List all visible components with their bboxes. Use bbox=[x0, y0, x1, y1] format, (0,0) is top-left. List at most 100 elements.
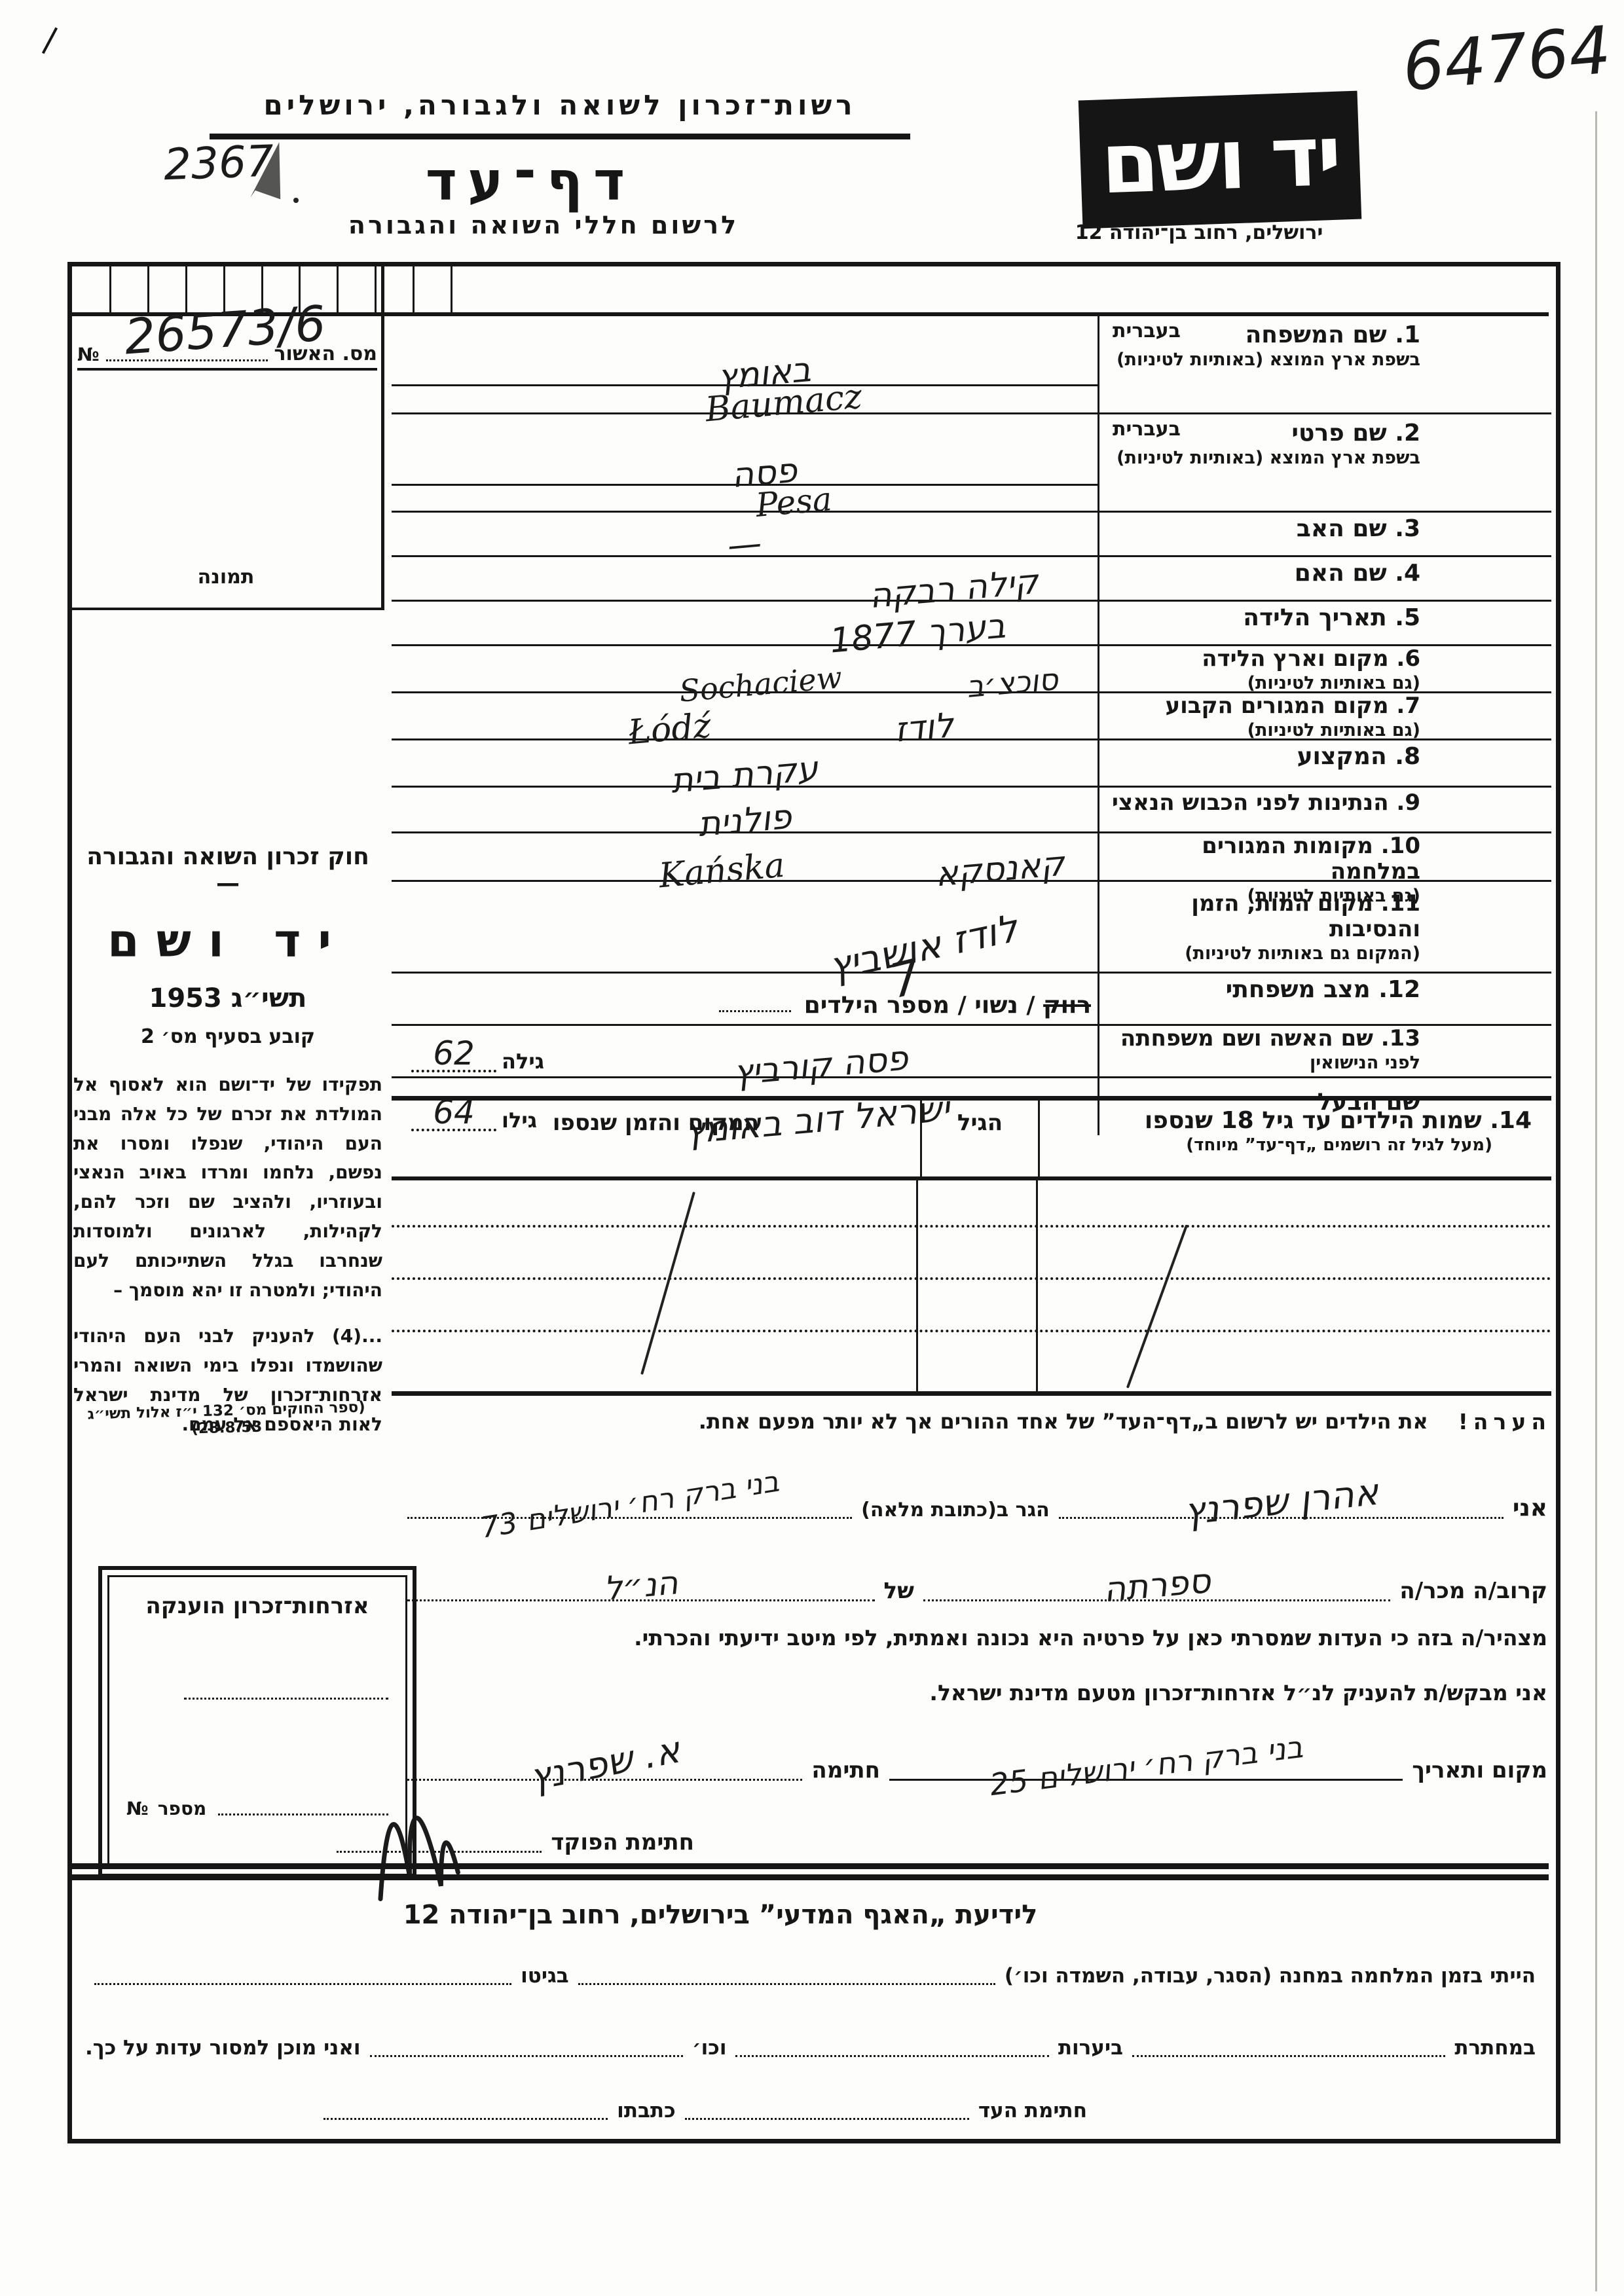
index-cell bbox=[261, 266, 299, 312]
note-label: הערה! bbox=[1458, 1408, 1551, 1434]
field-sub-label: (גם באותיות לטיניות) bbox=[1247, 886, 1420, 907]
table-row-line bbox=[392, 1277, 1551, 1280]
handwritten-age: 62 bbox=[411, 1037, 496, 1072]
citizenship-line bbox=[184, 1698, 388, 1700]
field-label: שם האשה ושם משפחתה bbox=[1120, 1025, 1373, 1051]
forests-label: ביערות bbox=[1058, 2036, 1123, 2060]
index-cell bbox=[73, 266, 109, 312]
field-row-family-name: בעברית 1. שם המשפחה בשפת ארץ המוצא (באות… bbox=[392, 316, 1551, 429]
field-row-citizenship: 9. הנתינות לפני הכבוש הנאצי פולנית bbox=[392, 788, 1551, 845]
field-sub-label: (גם באותיות לטיניות) bbox=[1247, 720, 1420, 741]
cancel-slash bbox=[640, 1192, 695, 1375]
etc-label: וכו׳ bbox=[692, 2036, 727, 2060]
i-label: אני bbox=[1512, 1495, 1547, 1522]
write-line bbox=[578, 1983, 995, 1985]
of-label: של bbox=[883, 1578, 914, 1604]
logo-text: יד ושם bbox=[1099, 107, 1341, 213]
index-cell bbox=[109, 266, 147, 312]
citizenship-number-label: מספר bbox=[157, 1798, 207, 1819]
field-label: מקומות המגורים במלחמה bbox=[1202, 833, 1420, 885]
field-label: מקום המגורים הקבוע bbox=[1165, 693, 1389, 719]
field-sub-label: (גם באותיות לטיניות) bbox=[1247, 673, 1420, 694]
citizenship-granted-box: אזרחות־זכרון הוענקה № מספר bbox=[98, 1566, 416, 1878]
law-year: תשי״ג 1953 bbox=[149, 983, 307, 1013]
field-label: המקצוע bbox=[1297, 743, 1387, 770]
citizenship-request: אני מבקש/ת להעניק לנ״ל אזרחות־זכרון מטעם… bbox=[929, 1680, 1547, 1705]
field-row-residence: 7. מקום המגורים הקבוע (גם באותיות לטיניו… bbox=[392, 693, 1551, 752]
of-handwritten: הנ״ל bbox=[602, 1563, 680, 1608]
write-line bbox=[94, 1983, 512, 1985]
write-line bbox=[735, 2055, 1049, 2057]
field-label: הנתינות לפני הכבוש הנאצי bbox=[1111, 790, 1389, 816]
field-label: שם האב bbox=[1296, 515, 1387, 542]
place-date-label: מקום ותאריך bbox=[1412, 1757, 1547, 1783]
field-row-wife-name: 13. שם האשה ושם משפחתה לפני הנישואין פסה… bbox=[392, 1025, 1551, 1093]
index-cell bbox=[185, 266, 223, 312]
field-top-label: בעברית bbox=[1113, 418, 1181, 441]
form-title: דף־עד bbox=[425, 151, 636, 213]
place-date-signature-line: מקום ותאריך בני ברק רח׳ ירושלים 25 חתימה… bbox=[398, 1721, 1547, 1802]
children-names-note: (מעל לגיל זה רושמים „דף־עד” מיוחד) bbox=[1186, 1135, 1492, 1155]
ghetto-label: בגיטו bbox=[521, 1964, 569, 1988]
field-label: שם המשפחה bbox=[1245, 321, 1387, 348]
struck-option: רווק bbox=[1043, 992, 1091, 1019]
declaration-statement: מצהיר/ה בזה כי העדות שמסרתי כאן על פרטיה… bbox=[634, 1625, 1547, 1650]
table-rule bbox=[916, 1180, 918, 1392]
field-row-birth-date: 5. תאריך הלידה בערך 1877 bbox=[392, 602, 1551, 661]
handwritten-age: 64 bbox=[411, 1096, 496, 1131]
field-row-first-name: בעברית 2. שם פרטי בשפת ארץ המוצא (באותיו… bbox=[392, 414, 1551, 524]
residing-label: הגר ב(כתובת מלאה) bbox=[861, 1499, 1050, 1522]
relation-handwritten: ספרתה bbox=[1101, 1561, 1212, 1611]
write-line bbox=[718, 1010, 791, 1012]
field-row-marital-status: 12. מצב משפחתי רווק / נשוי / מספר הילדים… bbox=[392, 949, 1551, 1026]
field-sub-label: בשפת ארץ המוצא (באותיות לטיניות) bbox=[1116, 448, 1420, 469]
field-sub-label: בשפת ארץ המוצא (באותיות לטיניות) bbox=[1116, 350, 1420, 371]
write-line bbox=[1132, 2055, 1446, 2057]
citizenship-no-sign: № bbox=[126, 1798, 149, 1819]
write-line bbox=[684, 2118, 969, 2120]
field-label: שם הבעל bbox=[1317, 1089, 1420, 1116]
yad-vashem-logo: יד ושם bbox=[1078, 90, 1362, 229]
law-name: יד ושם bbox=[107, 914, 348, 968]
field-label: מקום וארץ הלידה bbox=[1202, 646, 1389, 672]
write-line bbox=[323, 2118, 608, 2120]
bottom-line-camp: הייתי בזמן המלחמה במחנה (הסגר, עבודה, הש… bbox=[85, 1942, 1536, 1990]
bottom-line-signature: חתימת העד כתבתו bbox=[314, 2079, 1087, 2125]
index-cells-strip bbox=[73, 266, 489, 312]
law-clause: קובע בסעיף מס׳ 2 bbox=[140, 1025, 316, 1048]
index-cell bbox=[337, 266, 375, 312]
table-rule bbox=[1036, 1180, 1038, 1392]
declaration-line-2: קרוב/ה מכר/ה ספרתה של הנ״ל bbox=[398, 1549, 1547, 1611]
field-sub-label: לפני הנישואין bbox=[1309, 1053, 1420, 1074]
ready-label: ואני מוכן למסור עדות על כך. bbox=[85, 2036, 361, 2060]
authority-underline bbox=[210, 134, 910, 139]
relation-label: קרוב/ה מכר/ה bbox=[1399, 1578, 1547, 1604]
field-label: שם פרטי bbox=[1291, 420, 1387, 446]
index-cell bbox=[375, 266, 413, 312]
cancel-slash bbox=[1126, 1224, 1189, 1389]
children-table: 14. שמות הילדים עד גיל 18 שנספו (מעל לגי… bbox=[392, 1096, 1551, 1396]
children-table-body bbox=[392, 1180, 1551, 1392]
underground-label: במחתרת bbox=[1454, 2036, 1536, 2060]
approval-line bbox=[105, 359, 268, 361]
field-label: מצב משפחתי bbox=[1225, 976, 1371, 1003]
witness-signature-label: חתימת העד bbox=[978, 2099, 1087, 2123]
approval-label: מס. האשור bbox=[274, 342, 378, 365]
index-cell bbox=[147, 266, 185, 312]
registrar-label: חתימת הפוקד bbox=[551, 1829, 694, 1855]
table-row-line bbox=[392, 1330, 1551, 1332]
field-label: שם האם bbox=[1294, 560, 1387, 587]
age-label: גילו bbox=[502, 1108, 538, 1133]
field-row-husband-name: שם הבעל ישראל דוב באומץ גילו 64 bbox=[392, 1078, 1551, 1152]
index-cell bbox=[223, 266, 261, 312]
field-row-mother-name: 4. שם האם קילה רבקה bbox=[392, 557, 1551, 616]
archive-number-handwritten: 64764 bbox=[1399, 11, 1614, 106]
top-rule bbox=[72, 312, 1549, 316]
bottom-title: לידיעת „האגף המדעי” בירושלים, רחוב בן־יה… bbox=[403, 1900, 1038, 1930]
printed-options: / נשוי / מספר הילדים bbox=[803, 992, 1035, 1019]
photo-box-bottom bbox=[72, 608, 384, 610]
law-title: חוק זכרון השואה והגבורה — bbox=[86, 843, 369, 897]
field-rows: בעברית 1. שם המשפחה בשפת ארץ המוצא (באות… bbox=[392, 316, 1551, 1152]
logo-address: ירושלים, רחוב בן־יהודה 12 bbox=[1075, 221, 1323, 244]
